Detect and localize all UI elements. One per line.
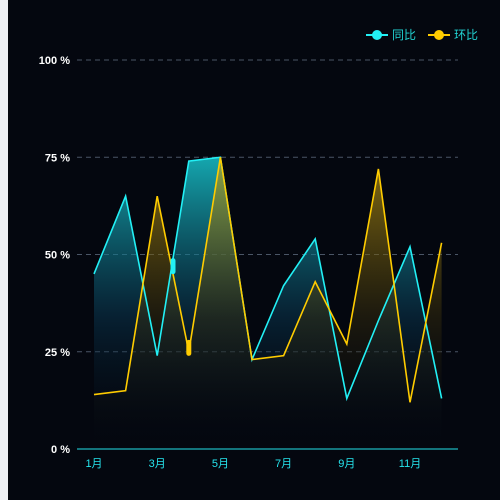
x-tick-label: 11月 (399, 458, 421, 470)
legend-swatch-series-1 (427, 29, 450, 41)
chart-legend[interactable]: 同比 环比 (365, 26, 478, 43)
data-point-series-0[interactable] (123, 194, 128, 199)
legend-label-series-0: 同比 (391, 28, 416, 42)
legend-item-series-1[interactable]: 环比 (427, 26, 478, 43)
data-point-series-0[interactable] (186, 159, 191, 164)
data-point-series-0[interactable] (408, 244, 413, 249)
series-line-1[interactable] (93, 157, 443, 403)
y-axis-ticks: 0 % 25 % 50 % 75 % 100 % (39, 55, 70, 456)
data-point-series-1[interactable] (250, 357, 255, 362)
highlight-mark-1 (186, 339, 192, 356)
data-point-series-1[interactable] (218, 155, 223, 160)
data-point-series-0[interactable] (92, 271, 97, 276)
data-point-series-0[interactable] (376, 318, 381, 323)
data-point-series-0[interactable] (155, 353, 160, 358)
x-tick-label: 1月 (85, 458, 102, 470)
area-fills (94, 157, 442, 449)
series-lines (92, 155, 444, 405)
data-point-series-1[interactable] (439, 240, 444, 245)
data-point-series-1[interactable] (92, 392, 97, 397)
highlight-mark-0 (170, 258, 176, 275)
area-fill-series-1 (94, 157, 442, 449)
x-tick-label: 7月 (275, 458, 292, 470)
x-tick-label: 9月 (338, 458, 355, 470)
data-point-series-1[interactable] (344, 341, 349, 346)
legend-swatch-series-0 (365, 29, 388, 41)
y-tick-label: 25 % (45, 347, 70, 359)
y-tick-label: 75 % (45, 152, 70, 164)
legend-label-series-1: 环比 (453, 28, 478, 42)
data-point-series-0[interactable] (313, 236, 318, 241)
data-point-series-0[interactable] (281, 283, 286, 288)
x-tick-label: 3月 (149, 458, 166, 470)
data-point-series-1[interactable] (313, 279, 318, 284)
x-tick-label: 5月 (212, 458, 229, 470)
data-point-series-1[interactable] (155, 194, 160, 199)
data-point-series-1[interactable] (376, 166, 381, 171)
y-tick-label: 0 % (51, 444, 70, 456)
data-point-series-0[interactable] (439, 396, 444, 401)
data-point-series-1[interactable] (123, 388, 128, 393)
y-tick-label: 50 % (45, 250, 70, 262)
y-tick-label: 100 % (39, 55, 70, 67)
highlight-marks (170, 258, 192, 356)
series-line-0[interactable] (93, 156, 443, 402)
legend-item-series-0[interactable]: 同比 (365, 26, 416, 43)
data-point-series-1[interactable] (408, 400, 413, 405)
data-point-series-0[interactable] (344, 396, 349, 401)
x-axis-ticks: 1月 3月 5月 7月 9月 11月 (85, 458, 421, 470)
data-point-series-1[interactable] (281, 353, 286, 358)
